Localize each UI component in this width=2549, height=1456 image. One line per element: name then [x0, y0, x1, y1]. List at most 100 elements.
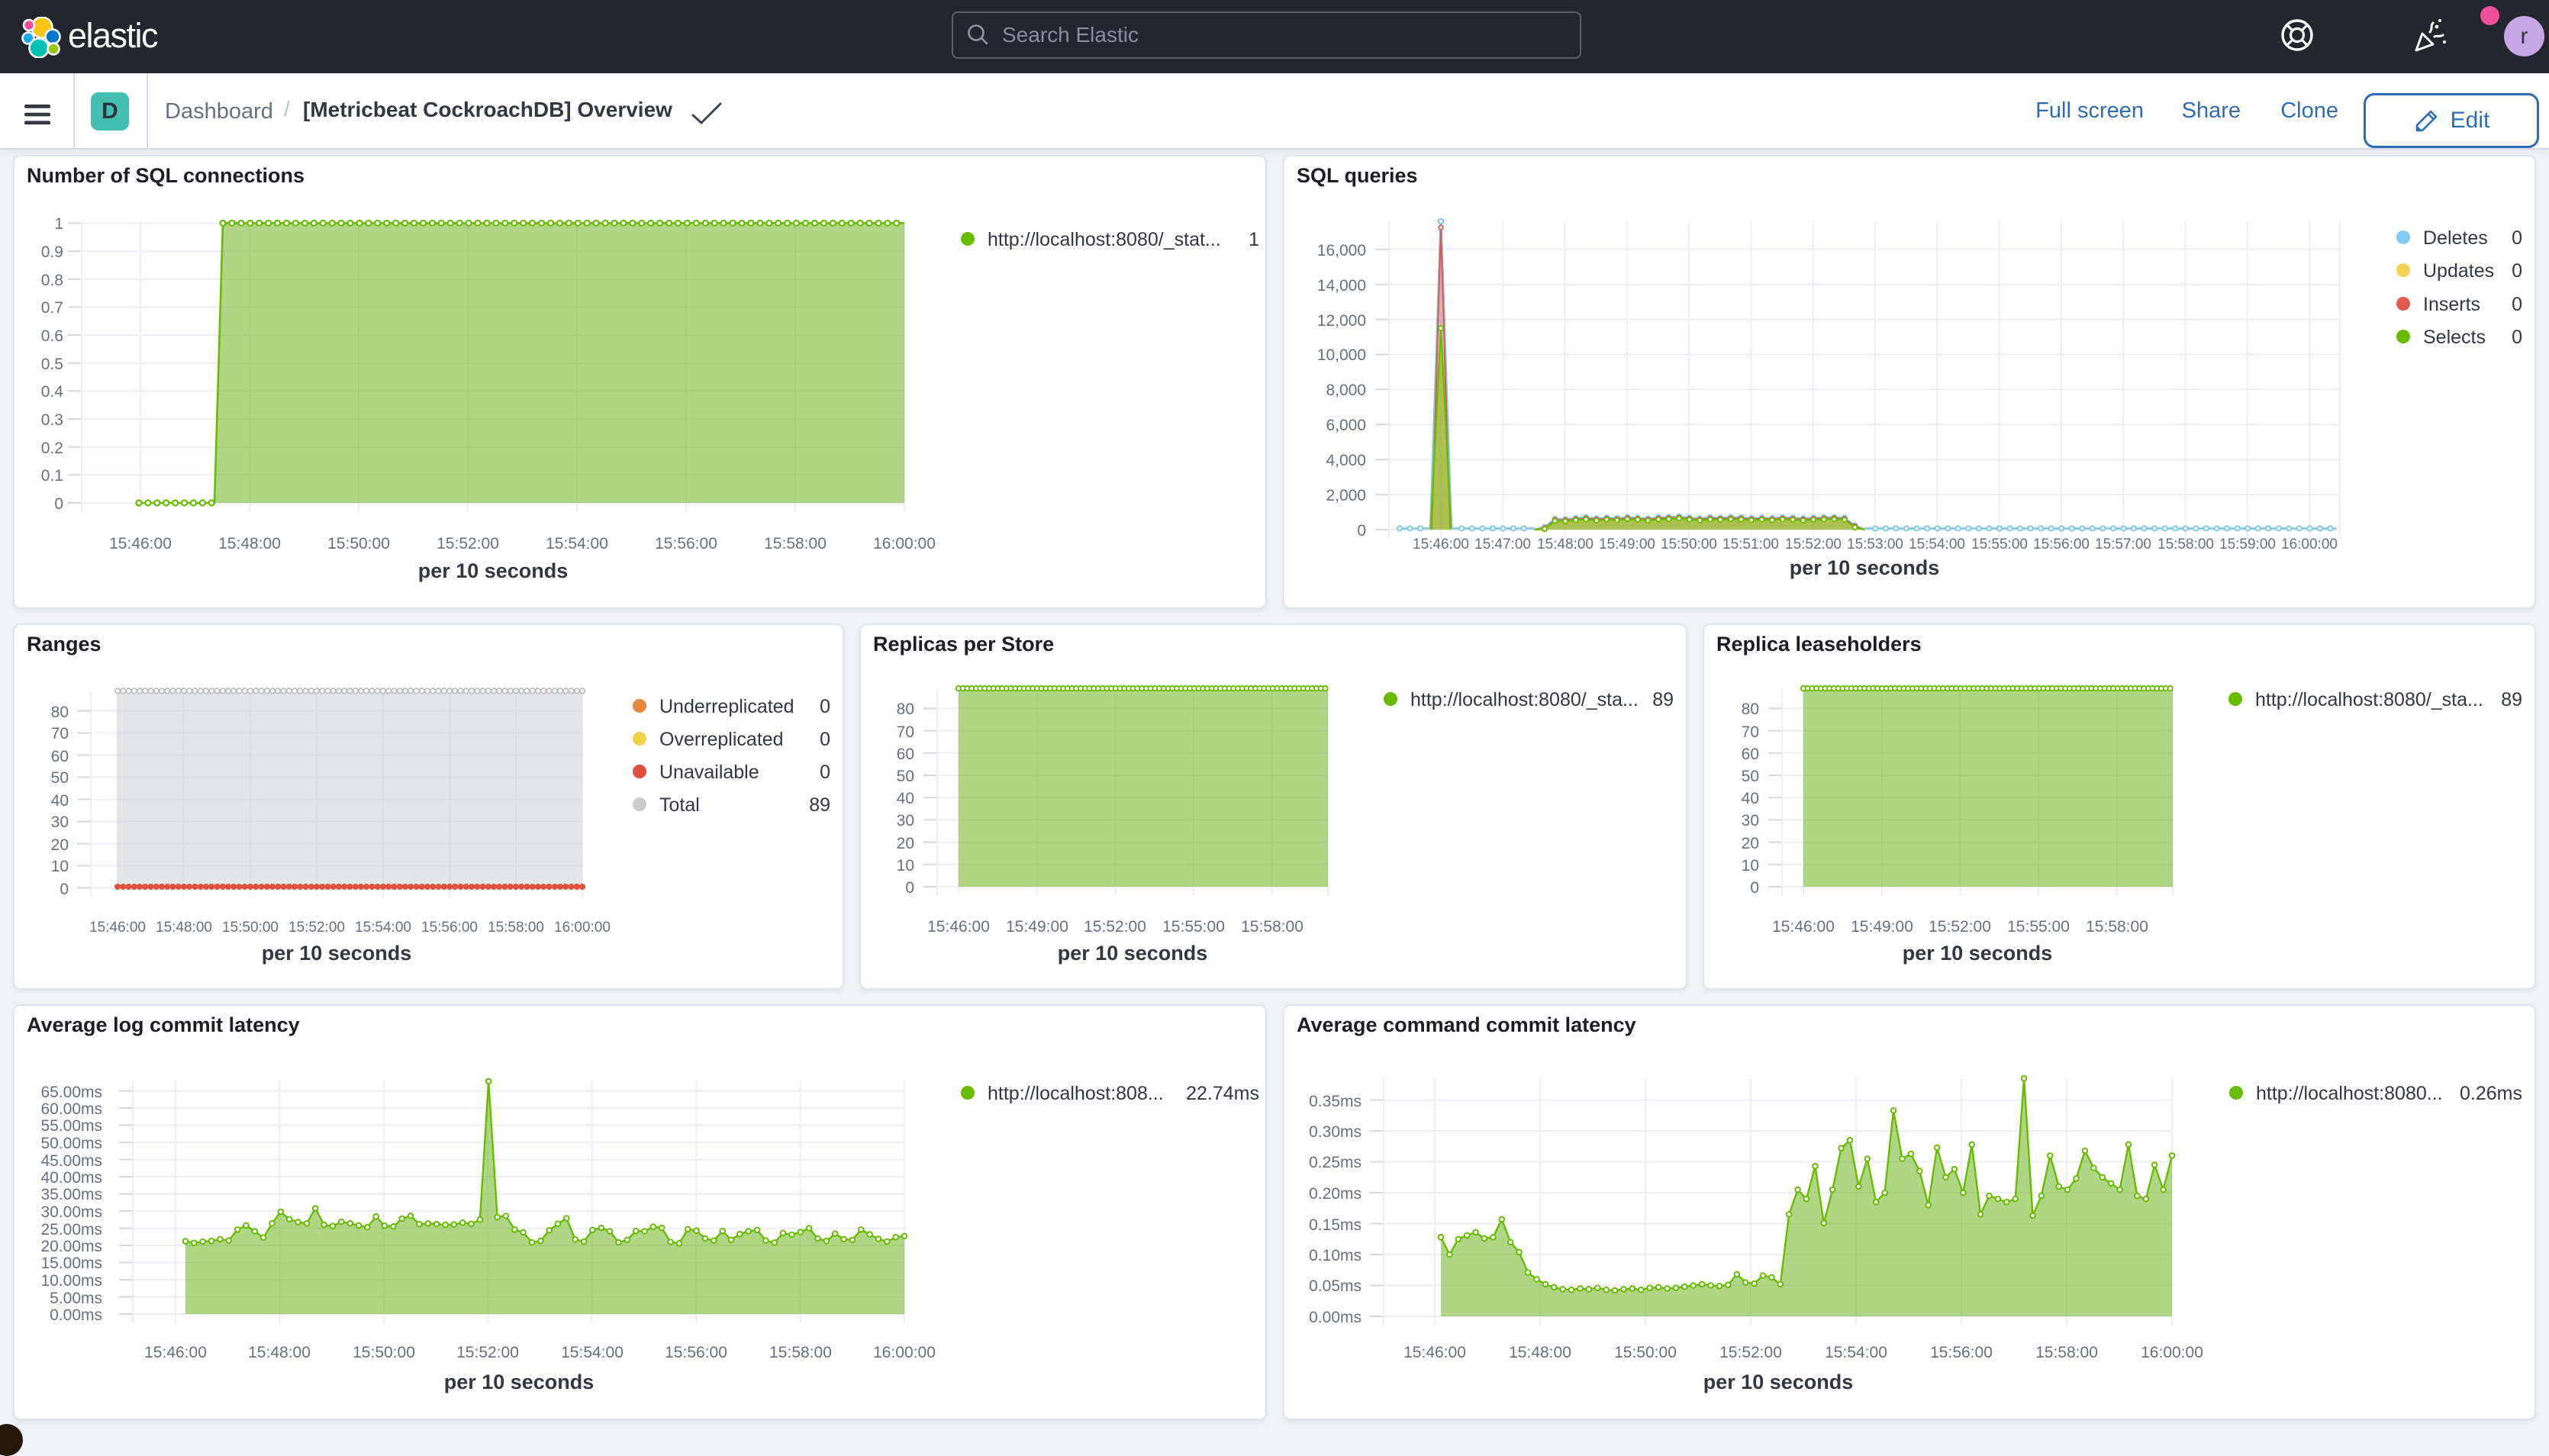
- svg-text:15:54:00: 15:54:00: [1825, 1344, 1887, 1361]
- svg-text:0.2: 0.2: [41, 440, 63, 457]
- svg-text:15:58:00: 15:58:00: [2035, 1344, 2098, 1361]
- svg-text:per 10 seconds: per 10 seconds: [262, 942, 412, 965]
- svg-text:89: 89: [1652, 689, 1674, 710]
- svg-text:30.00ms: 30.00ms: [40, 1203, 102, 1221]
- svg-text:per 10 seconds: per 10 seconds: [1903, 942, 2053, 965]
- svg-text:10,000: 10,000: [1317, 346, 1366, 364]
- svg-text:0.9: 0.9: [41, 243, 63, 261]
- svg-text:15:58:00: 15:58:00: [2086, 918, 2148, 936]
- svg-text:15:49:00: 15:49:00: [1006, 918, 1068, 936]
- svg-text:0.1: 0.1: [41, 467, 63, 485]
- svg-text:per 10 seconds: per 10 seconds: [1790, 556, 1940, 579]
- svg-text:15:56:00: 15:56:00: [421, 920, 478, 936]
- svg-text:8,000: 8,000: [1326, 382, 1366, 399]
- svg-text:89: 89: [809, 794, 830, 816]
- svg-text:40: 40: [897, 790, 914, 807]
- svg-text:0.30ms: 0.30ms: [1309, 1123, 1362, 1141]
- svg-text:15:47:00: 15:47:00: [1474, 536, 1531, 552]
- svg-text:16:00:00: 16:00:00: [2281, 536, 2338, 552]
- svg-text:15:53:00: 15:53:00: [1847, 536, 1903, 552]
- svg-text:0.26ms: 0.26ms: [2460, 1083, 2522, 1104]
- svg-text:15:54:00: 15:54:00: [546, 535, 608, 552]
- svg-text:15:51:00: 15:51:00: [1722, 536, 1779, 552]
- svg-text:http://localhost:8080/_sta...: http://localhost:8080/_sta...: [2255, 689, 2483, 710]
- svg-text:0: 0: [54, 495, 63, 513]
- svg-text:15:58:00: 15:58:00: [764, 535, 827, 552]
- svg-text:15:46:00: 15:46:00: [1403, 1344, 1466, 1361]
- svg-text:25.00ms: 25.00ms: [40, 1221, 102, 1239]
- svg-text:0: 0: [1357, 522, 1366, 540]
- svg-text:80: 80: [1742, 701, 1759, 718]
- svg-text:0: 0: [60, 881, 69, 898]
- svg-text:60: 60: [897, 746, 914, 763]
- svg-text:15:54:00: 15:54:00: [561, 1344, 624, 1361]
- svg-text:1: 1: [1249, 229, 1259, 250]
- svg-text:15:48:00: 15:48:00: [248, 1344, 311, 1361]
- svg-text:15:57:00: 15:57:00: [2095, 536, 2151, 552]
- svg-text:Inserts: Inserts: [2423, 294, 2480, 315]
- svg-text:0.6: 0.6: [41, 327, 63, 345]
- svg-text:15:46:00: 15:46:00: [1413, 536, 1469, 552]
- svg-text:0.10ms: 0.10ms: [1309, 1247, 1362, 1264]
- svg-text:0: 0: [905, 879, 914, 897]
- svg-text:15:52:00: 15:52:00: [1929, 918, 1991, 936]
- svg-text:6,000: 6,000: [1326, 417, 1366, 434]
- svg-text:4,000: 4,000: [1326, 452, 1366, 469]
- svg-text:15:55:00: 15:55:00: [1162, 918, 1225, 936]
- svg-text:70: 70: [51, 725, 69, 742]
- svg-text:0.15ms: 0.15ms: [1309, 1216, 1362, 1234]
- svg-text:per 10 seconds: per 10 seconds: [1703, 1371, 1854, 1393]
- svg-text:Updates: Updates: [2423, 260, 2494, 282]
- svg-text:15:58:00: 15:58:00: [488, 920, 544, 936]
- svg-text:5.00ms: 5.00ms: [50, 1290, 102, 1307]
- svg-text:per 10 seconds: per 10 seconds: [1058, 942, 1208, 965]
- svg-text:http://localhost:8080...: http://localhost:8080...: [2256, 1083, 2443, 1104]
- svg-text:1: 1: [54, 215, 63, 233]
- svg-text:65.00ms: 65.00ms: [40, 1084, 102, 1101]
- svg-text:15:59:00: 15:59:00: [2219, 536, 2276, 552]
- svg-text:50.00ms: 50.00ms: [40, 1135, 102, 1152]
- svg-text:15:48:00: 15:48:00: [1509, 1344, 1571, 1361]
- svg-text:16:00:00: 16:00:00: [873, 535, 936, 552]
- svg-text:0.25ms: 0.25ms: [1309, 1154, 1362, 1171]
- svg-text:15:46:00: 15:46:00: [144, 1344, 207, 1361]
- svg-text:15:56:00: 15:56:00: [1930, 1344, 1993, 1361]
- svg-text:55.00ms: 55.00ms: [40, 1117, 102, 1135]
- svg-text:15:50:00: 15:50:00: [327, 535, 390, 552]
- svg-text:30: 30: [897, 812, 914, 829]
- svg-text:15:54:00: 15:54:00: [355, 920, 411, 936]
- svg-text:per 10 seconds: per 10 seconds: [418, 559, 569, 582]
- svg-text:15:54:00: 15:54:00: [1909, 536, 1965, 552]
- svg-text:15:58:00: 15:58:00: [769, 1344, 832, 1361]
- svg-text:2,000: 2,000: [1326, 487, 1366, 504]
- svg-text:15:46:00: 15:46:00: [109, 535, 172, 552]
- svg-text:15:49:00: 15:49:00: [1599, 536, 1655, 552]
- svg-text:10: 10: [1742, 857, 1759, 875]
- svg-text:http://localhost:808...: http://localhost:808...: [988, 1083, 1164, 1104]
- svg-text:15:52:00: 15:52:00: [1785, 536, 1842, 552]
- svg-text:80: 80: [897, 701, 914, 718]
- svg-text:16,000: 16,000: [1317, 242, 1366, 259]
- svg-text:15:55:00: 15:55:00: [2007, 918, 2070, 936]
- svg-text:40: 40: [1742, 790, 1759, 807]
- svg-text:60: 60: [51, 748, 69, 765]
- svg-text:70: 70: [897, 723, 914, 741]
- svg-text:20.00ms: 20.00ms: [40, 1238, 102, 1255]
- svg-text:30: 30: [1742, 812, 1759, 829]
- svg-text:Deletes: Deletes: [2423, 227, 2488, 249]
- svg-text:Overreplicated: Overreplicated: [659, 729, 784, 750]
- svg-text:20: 20: [51, 836, 69, 854]
- svg-text:15:56:00: 15:56:00: [665, 1344, 727, 1361]
- svg-text:15:48:00: 15:48:00: [218, 535, 281, 552]
- svg-text:15:52:00: 15:52:00: [288, 920, 345, 936]
- svg-text:16:00:00: 16:00:00: [873, 1344, 936, 1361]
- svg-text:40: 40: [51, 792, 69, 810]
- svg-text:0.00ms: 0.00ms: [50, 1306, 102, 1324]
- svg-text:15:52:00: 15:52:00: [437, 535, 499, 552]
- svg-text:80: 80: [51, 704, 69, 721]
- svg-text:60: 60: [1742, 746, 1759, 763]
- svg-text:15:46:00: 15:46:00: [89, 920, 146, 936]
- svg-text:0: 0: [820, 696, 830, 717]
- svg-text:16:00:00: 16:00:00: [554, 920, 611, 936]
- svg-text:14,000: 14,000: [1317, 277, 1366, 295]
